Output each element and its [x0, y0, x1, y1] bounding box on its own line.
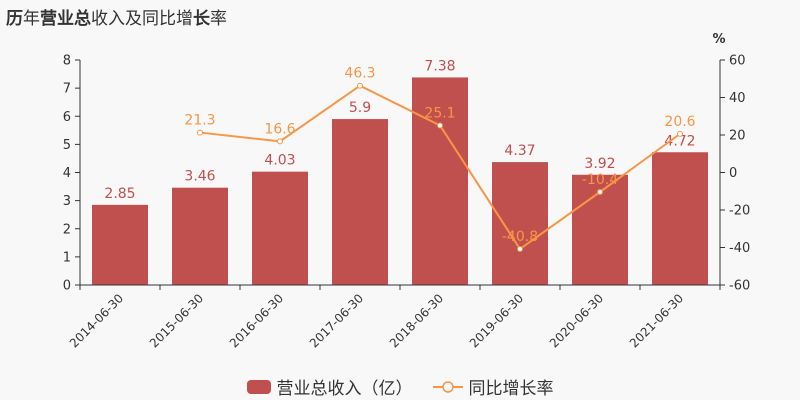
y-tick-label: 7 [63, 82, 71, 97]
chart-area: 0 1 2 3 4 5 6 7 8 -60 -40 -20 0 20 40 60% 2014-06-30 2015… [63, 32, 751, 350]
bar-value-label: 5.9 [349, 100, 371, 116]
y-tick-label: 2 [63, 222, 71, 237]
line-point[interactable] [277, 138, 283, 145]
bar-value-label: 7.38 [424, 58, 455, 74]
y-tick-label: 4 [63, 166, 71, 181]
legend-item-revenue[interactable]: 营业总收入（亿） [246, 374, 413, 399]
y-tick-label: 0 [63, 279, 71, 294]
y-right-tick-label: -20 [729, 204, 750, 219]
line-point[interactable] [197, 129, 203, 136]
bar-swatch-icon [246, 379, 271, 394]
bar-value-label: 4.37 [504, 143, 535, 159]
line-point[interactable] [357, 82, 363, 89]
line-point[interactable] [677, 130, 683, 137]
legend-label-revenue: 营业总收入（亿） [276, 379, 413, 399]
line-value-label: 46.3 [344, 66, 375, 82]
bar-value-label: 3.46 [184, 169, 215, 185]
y-right-tick-label: -60 [729, 279, 750, 294]
bar[interactable] [652, 152, 708, 285]
line-value-label: 20.6 [664, 114, 695, 130]
bar[interactable] [412, 77, 468, 285]
y-right-tick-label: 20 [729, 129, 746, 144]
bar-value-label: 4.72 [664, 133, 695, 149]
x-tick-label: 2018-06-30 [387, 291, 446, 350]
bar[interactable] [92, 204, 148, 285]
y-tick-label: 5 [63, 138, 71, 153]
y-tick-label: 6 [63, 110, 71, 125]
x-tick-label: 2017-06-30 [307, 291, 366, 350]
legend-item-growth[interactable]: 同比增长率 [432, 374, 554, 399]
line-value-label: -40.8 [502, 229, 538, 245]
bar[interactable] [172, 187, 228, 285]
y-right-tick-label: 60 [729, 54, 746, 69]
line-value-label: 16.6 [264, 121, 295, 137]
y-right-tick-label: 40 [729, 91, 746, 106]
bar[interactable] [492, 162, 548, 285]
legend: 营业总收入（亿） 同比增长率 [0, 374, 800, 399]
bar[interactable] [332, 119, 388, 285]
line-circle-swatch-icon [432, 380, 463, 393]
y-tick-label: 3 [63, 194, 71, 209]
x-tick-label: 2021-06-30 [627, 291, 686, 350]
y-right-tick-label: 0 [729, 166, 737, 181]
bar[interactable] [252, 171, 308, 285]
x-tick-label: 2014-06-30 [67, 291, 126, 350]
line-value-label: 21.3 [184, 113, 215, 129]
chart-title: 历年营业总收入及同比增长率 [6, 9, 227, 29]
line-value-label: 25.1 [424, 105, 455, 121]
line-value-label: -10.4 [582, 172, 618, 188]
y-tick-label: 1 [63, 250, 71, 265]
legend-label-growth: 同比增长率 [468, 379, 554, 399]
line-point[interactable] [437, 122, 443, 129]
x-tick-label: 2015-06-30 [147, 291, 206, 350]
bar-value-label: 2.85 [104, 186, 135, 202]
x-tick-label: 2020-06-30 [547, 291, 606, 350]
y-right-tick-label: -40 [729, 241, 750, 256]
y-tick-label: 8 [63, 54, 71, 69]
line-point[interactable] [517, 246, 523, 252]
x-tick-label: 2016-06-30 [227, 291, 286, 350]
bar-value-label: 4.03 [264, 153, 295, 169]
right-axis-unit: % [712, 32, 725, 47]
line-point[interactable] [597, 189, 603, 195]
x-tick-label: 2019-06-30 [467, 291, 526, 350]
bar-value-label: 3.92 [584, 156, 615, 172]
